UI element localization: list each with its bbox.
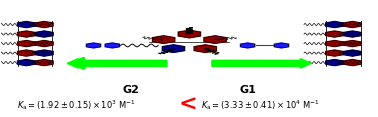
Polygon shape (240, 43, 255, 48)
Text: <: < (178, 95, 197, 115)
Polygon shape (344, 60, 361, 66)
Polygon shape (274, 43, 289, 48)
Polygon shape (326, 50, 343, 56)
FancyArrow shape (67, 59, 167, 68)
Polygon shape (162, 45, 184, 52)
Polygon shape (326, 40, 343, 47)
Polygon shape (86, 43, 101, 48)
Text: G1: G1 (239, 85, 256, 95)
Polygon shape (17, 50, 35, 56)
Polygon shape (194, 45, 217, 52)
Polygon shape (17, 60, 35, 66)
Polygon shape (178, 30, 200, 38)
Polygon shape (105, 43, 119, 48)
Polygon shape (17, 31, 35, 37)
Polygon shape (326, 31, 343, 37)
Polygon shape (36, 60, 53, 66)
Text: $\mathit{K}_{\mathrm{a}} = (3.33 \pm 0.41) \times 10^{4}\ \mathrm{M}^{-1}$: $\mathit{K}_{\mathrm{a}} = (3.33 \pm 0.4… (201, 98, 320, 112)
Polygon shape (326, 22, 343, 28)
Polygon shape (204, 36, 226, 43)
Polygon shape (36, 31, 53, 37)
Polygon shape (17, 22, 35, 28)
Polygon shape (36, 22, 53, 28)
Polygon shape (326, 60, 343, 66)
Polygon shape (344, 22, 361, 28)
Polygon shape (344, 31, 361, 37)
FancyArrow shape (212, 59, 311, 68)
Polygon shape (344, 40, 361, 47)
Polygon shape (36, 50, 53, 56)
Text: G2: G2 (123, 85, 139, 95)
Polygon shape (344, 50, 361, 56)
Polygon shape (152, 36, 175, 43)
Polygon shape (17, 40, 35, 47)
Polygon shape (36, 40, 53, 47)
Text: $\mathit{K}_{\mathrm{a}} = (1.92 \pm 0.15) \times 10^{3}\ \mathrm{M}^{-1}$: $\mathit{K}_{\mathrm{a}} = (1.92 \pm 0.1… (17, 98, 136, 112)
